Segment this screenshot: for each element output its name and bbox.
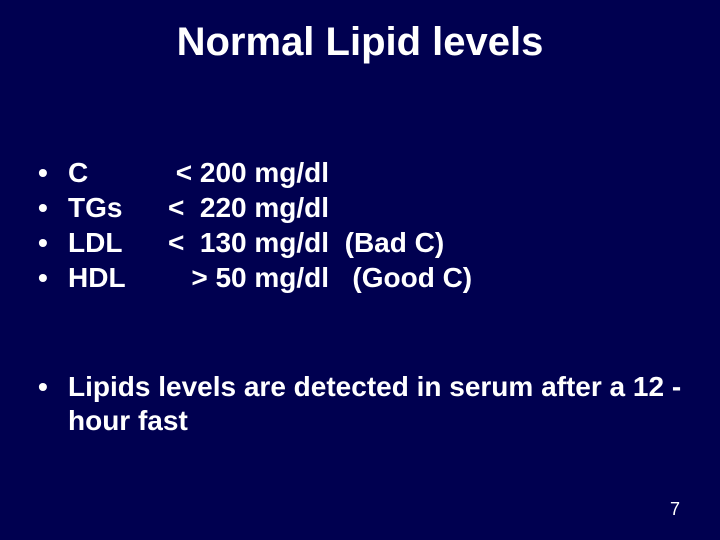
bullet-icon: • (38, 190, 68, 225)
lipid-label: TGs (68, 190, 168, 225)
list-item: • TGs < 220 mg/dl (38, 190, 472, 225)
lipid-list: • C < 200 mg/dl • TGs < 220 mg/dl • LDL … (38, 155, 472, 295)
note-text: Lipids levels are detected in serum afte… (68, 370, 690, 437)
lipid-label: LDL (68, 225, 168, 260)
lipid-value: < 130 mg/dl (Bad C) (168, 225, 444, 260)
bullet-icon: • (38, 225, 68, 260)
bullet-icon: • (38, 370, 68, 437)
bullet-icon: • (38, 260, 68, 295)
bullet-icon: • (38, 155, 68, 190)
lipid-value: < 220 mg/dl (168, 190, 329, 225)
slide: Normal Lipid levels • C < 200 mg/dl • TG… (0, 0, 720, 540)
list-item: • C < 200 mg/dl (38, 155, 472, 190)
lipid-value: > 50 mg/dl (Good C) (168, 260, 472, 295)
slide-title: Normal Lipid levels (0, 20, 720, 65)
list-item: • HDL > 50 mg/dl (Good C) (38, 260, 472, 295)
lipid-label: HDL (68, 260, 168, 295)
lipid-label: C (68, 155, 168, 190)
lipid-value: < 200 mg/dl (168, 155, 329, 190)
page-number: 7 (670, 499, 680, 520)
list-item: • LDL < 130 mg/dl (Bad C) (38, 225, 472, 260)
note-item: • Lipids levels are detected in serum af… (38, 370, 690, 437)
